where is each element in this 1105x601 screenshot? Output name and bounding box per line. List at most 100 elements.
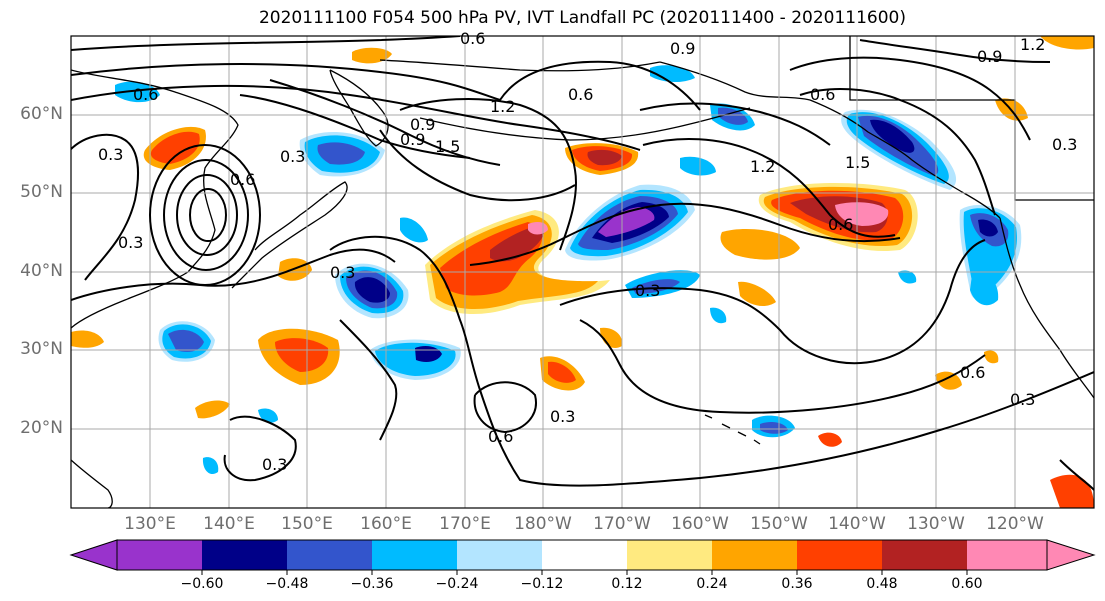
pv-contour-line xyxy=(71,60,701,111)
pv-anomaly-positive xyxy=(984,350,999,364)
colorbar-tick-label: 0.60 xyxy=(951,576,983,592)
pv-anomaly-positive xyxy=(150,131,200,164)
pv-contour-line xyxy=(399,97,577,251)
colorbar-tick-label: −0.60 xyxy=(180,576,224,592)
pv-anomaly-positive xyxy=(600,327,623,348)
contour-label: 0.3 xyxy=(330,263,355,282)
lon-label: 120°W xyxy=(986,514,1044,534)
coastline-japan xyxy=(231,181,348,289)
pv-contour-line xyxy=(329,235,1094,487)
lon-label: 160°W xyxy=(671,514,729,534)
lon-label: 130°E xyxy=(124,514,176,534)
contour-label: 0.3 xyxy=(550,407,575,426)
lat-label: 50°N xyxy=(20,182,63,202)
colorbar-segment xyxy=(457,540,542,570)
coastline-aleutians xyxy=(419,107,751,141)
colorbar-segment xyxy=(372,540,457,570)
pv-contour-line xyxy=(71,133,139,281)
colorbar-tick-label: −0.36 xyxy=(350,576,394,592)
pv-contour-line xyxy=(339,319,398,441)
coastline-kamchatka xyxy=(329,69,389,147)
contour-label: 1.2 xyxy=(1020,35,1045,54)
coastline-hawaii xyxy=(704,414,761,445)
pv-contour-line xyxy=(269,79,501,166)
contour-label: 0.6 xyxy=(460,29,485,48)
lon-label: 170°W xyxy=(593,514,651,534)
pv-contour-line xyxy=(71,36,461,51)
contour-label: 0.6 xyxy=(828,215,853,234)
contour-label: 0.6 xyxy=(960,363,985,382)
colorbar-segment xyxy=(967,540,1047,570)
pv-anomaly-positive xyxy=(275,338,329,372)
contour-labels: 0.6 0.9 0.9 1.2 0.6 1.2 0.6 1.5 0.9 0.3 … xyxy=(98,29,1077,474)
pv-anomaly-negative xyxy=(317,142,365,165)
lon-label: 180°W xyxy=(514,514,572,534)
contour-label: 0.9 xyxy=(410,115,435,134)
colorbar-tick-label: 0.48 xyxy=(866,576,898,592)
pv-anomaly-positive xyxy=(71,330,104,348)
contour-label: 0.3 xyxy=(280,147,305,166)
pv-anomaly-positive xyxy=(490,224,545,262)
pv-anomaly-positive xyxy=(818,432,842,447)
colorbar-segment xyxy=(882,540,967,570)
pv-contour-line xyxy=(789,56,1031,141)
pv-anomaly-positive xyxy=(935,371,962,390)
pv-contours xyxy=(71,36,1094,491)
contour-label: 0.3 xyxy=(98,145,123,164)
lon-label: 140°W xyxy=(828,514,886,534)
colorbar-extend-high xyxy=(1046,539,1096,571)
pv-contour-line xyxy=(469,202,901,266)
pv-anomaly-negative xyxy=(115,81,160,103)
colorbar-tick-label: −0.48 xyxy=(265,576,309,592)
colorbar-tick-label: 0.12 xyxy=(611,576,643,592)
pv-contour-line xyxy=(1059,459,1094,491)
pv-contour-line xyxy=(799,88,996,216)
colorbar-segment xyxy=(542,540,627,570)
lat-label: 20°N xyxy=(20,418,63,438)
colorbar-segment xyxy=(287,540,372,570)
lat-label: 40°N xyxy=(20,261,63,281)
lat-label: 30°N xyxy=(20,339,63,359)
pv-anomaly-negative xyxy=(354,277,390,303)
colorbar-segment xyxy=(117,540,202,570)
pv-contour-line xyxy=(579,319,986,414)
pv-anomaly-positive xyxy=(278,258,312,281)
pv-anomaly-positive xyxy=(1050,474,1094,508)
lon-label: 130°W xyxy=(907,514,965,534)
contour-label: 0.3 xyxy=(635,281,660,300)
pv-anomaly-negative xyxy=(978,219,998,237)
pv-anomaly-negative xyxy=(680,156,716,176)
pv-contour-line xyxy=(379,129,576,202)
lon-label: 150°E xyxy=(281,514,333,534)
pv-contour-line xyxy=(639,102,831,146)
pv-anomaly-negative xyxy=(400,217,428,243)
contour-label: 0.9 xyxy=(400,130,425,149)
pv-anomaly-negative xyxy=(632,279,680,294)
contour-label: 1.5 xyxy=(435,137,460,156)
pv-anomaly-negative xyxy=(898,270,917,284)
contour-label: 0.3 xyxy=(118,233,143,252)
colorbar-tick-label: 0.24 xyxy=(696,576,728,592)
map-title: 2020111100 F054 500 hPa PV, IVT Landfall… xyxy=(258,8,906,28)
pv-contour-line xyxy=(71,248,396,301)
contour-label: 0.3 xyxy=(262,455,287,474)
contour-label: 0.6 xyxy=(488,427,513,446)
pv-anomaly-negative xyxy=(598,207,655,237)
pv-contour-line xyxy=(239,94,471,159)
colorbar-segment xyxy=(627,540,712,570)
contour-label: 0.9 xyxy=(977,47,1002,66)
lon-label: 150°W xyxy=(750,514,808,534)
shaded-field xyxy=(71,36,1094,508)
coastline-philippines xyxy=(71,459,113,508)
coastline-alaska xyxy=(659,61,1001,219)
contour-label: 0.6 xyxy=(568,85,593,104)
pv-contour-ring xyxy=(189,188,227,242)
lon-label: 170°E xyxy=(439,514,491,534)
pv-contour-ring xyxy=(163,159,249,271)
pv-contour-line xyxy=(473,381,537,434)
pv-anomaly-positive xyxy=(835,202,889,226)
pv-contour-line xyxy=(859,39,1051,63)
colorbar-tick-label: 0.36 xyxy=(781,576,813,592)
pv-anomaly-negative xyxy=(202,457,219,475)
